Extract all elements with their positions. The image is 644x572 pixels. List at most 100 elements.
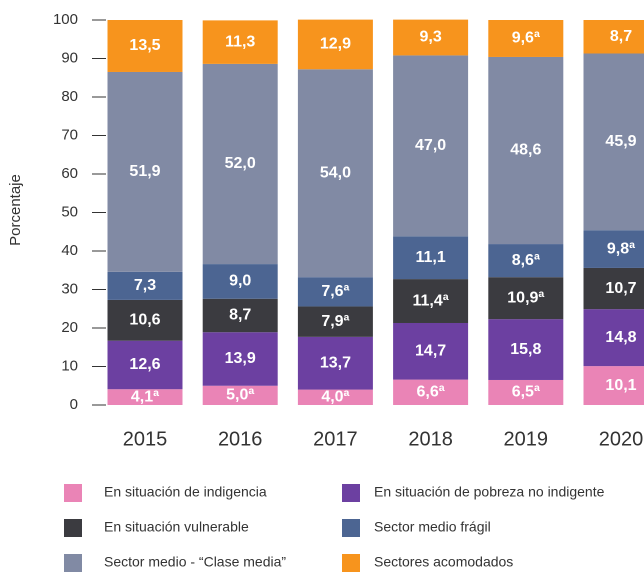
value-label: 13,5: [129, 37, 160, 54]
legend-label: En situación de pobreza no indigente: [374, 484, 605, 500]
value-label: 5,0ª: [226, 387, 254, 404]
bar-segment: [583, 230, 644, 268]
value-label: 9,3: [419, 29, 441, 46]
bar-segment: [107, 340, 183, 390]
bar-segment: [583, 366, 644, 405]
value-label: 10,7: [605, 280, 636, 297]
bar-segment: [488, 319, 564, 380]
x-tick-label: 2020: [599, 428, 644, 450]
value-label: 10,9ª: [507, 289, 544, 306]
bar-segment: [107, 71, 183, 272]
value-label: 9,6ª: [512, 30, 540, 47]
legend-label: Sectores acomodados: [374, 554, 513, 570]
bar-segment: [202, 264, 278, 299]
bar-segment: [393, 236, 469, 280]
bar-segment: [107, 20, 183, 72]
value-label: 12,6: [129, 356, 160, 373]
value-label: 8,7: [610, 28, 632, 45]
bar-segment: [583, 20, 644, 54]
legend-label: Sector medio frágil: [374, 519, 491, 535]
bar-segment: [488, 20, 564, 57]
x-tick-label: 2016: [218, 428, 263, 450]
bar-segment: [488, 379, 564, 405]
legend-swatch: [342, 484, 360, 502]
value-label: 7,9ª: [321, 313, 349, 330]
bar-segment: [297, 336, 373, 390]
bar-segment: [202, 332, 278, 386]
value-label: 13,7: [320, 354, 351, 371]
value-label: 11,3: [225, 33, 255, 50]
bar-segment: [107, 299, 183, 341]
value-label: 12,9: [320, 36, 351, 53]
bar-segment: [393, 55, 469, 237]
value-label: 14,7: [415, 343, 446, 360]
bar-segment: [393, 379, 469, 405]
bar-segment: [202, 63, 278, 265]
bar-segment: [297, 306, 373, 337]
bar-segment: [393, 19, 469, 56]
legend-swatch: [64, 519, 82, 537]
y-tick-label: 70: [61, 126, 78, 143]
value-label: 10,1: [605, 377, 636, 394]
x-tick-label: 2015: [123, 428, 168, 450]
value-label: 9,8ª: [607, 240, 635, 257]
y-tick-label: 90: [61, 49, 78, 66]
legend-swatch: [64, 554, 82, 572]
value-label: 4,1ª: [131, 388, 159, 405]
value-label: 7,6ª: [321, 283, 349, 300]
value-label: 15,8: [510, 341, 541, 358]
legend-label: En situación de indigencia: [104, 484, 267, 500]
x-tick-label: 2018: [408, 428, 453, 450]
value-label: 8,6ª: [512, 252, 540, 269]
bar-segment: [488, 244, 564, 278]
bar-segment: [393, 322, 469, 380]
value-label: 11,1: [415, 249, 445, 266]
bar-segment: [297, 389, 373, 405]
bar-segment: [583, 53, 644, 231]
legend-swatch: [342, 519, 360, 537]
value-label: 47,0: [415, 137, 446, 154]
y-tick-label: 20: [61, 319, 78, 336]
value-label: 10,6: [129, 312, 160, 329]
y-tick-label: 100: [53, 11, 78, 28]
value-label: 13,9: [225, 350, 256, 367]
bar-segment: [202, 385, 278, 405]
y-tick-label: 40: [61, 242, 78, 259]
x-tick-label: 2017: [313, 428, 358, 450]
bar-segment: [297, 277, 373, 307]
bar-segment: [202, 20, 278, 64]
legend-label: Sector medio - “Clase media”: [104, 554, 286, 570]
value-label: 51,9: [129, 163, 160, 180]
y-tick-label: 80: [61, 88, 78, 105]
bar-segment: [488, 277, 564, 320]
bar-segment: [297, 69, 373, 278]
legend-swatch: [342, 554, 360, 572]
y-tick-label: 10: [61, 357, 78, 374]
value-label: 6,6ª: [417, 384, 445, 401]
bar-segment: [583, 309, 644, 367]
bar-segment: [107, 389, 183, 405]
value-label: 7,3: [134, 277, 156, 294]
bar-segment: [583, 267, 644, 310]
value-label: 48,6: [510, 142, 541, 159]
value-label: 54,0: [320, 164, 351, 181]
value-label: 52,0: [225, 155, 256, 172]
bar-segment: [393, 279, 469, 323]
bar-segment: [297, 19, 373, 70]
y-axis-label: Porcentaje: [7, 174, 24, 246]
bar-segment: [488, 56, 564, 245]
y-tick-label: 30: [61, 280, 78, 297]
x-tick-label: 2019: [504, 428, 549, 450]
value-label: 45,9: [605, 133, 636, 150]
y-tick-label: 60: [61, 165, 78, 182]
value-label: 4,0ª: [321, 389, 349, 406]
bar-segment: [107, 271, 183, 300]
value-label: 11,4ª: [413, 292, 449, 309]
value-label: 6,5ª: [512, 384, 540, 401]
legend-label: En situación vulnerable: [104, 519, 249, 535]
bar-segment: [202, 298, 278, 333]
value-label: 14,8: [605, 329, 636, 346]
y-tick-label: 0: [70, 396, 78, 413]
value-label: 9,0: [229, 273, 251, 290]
